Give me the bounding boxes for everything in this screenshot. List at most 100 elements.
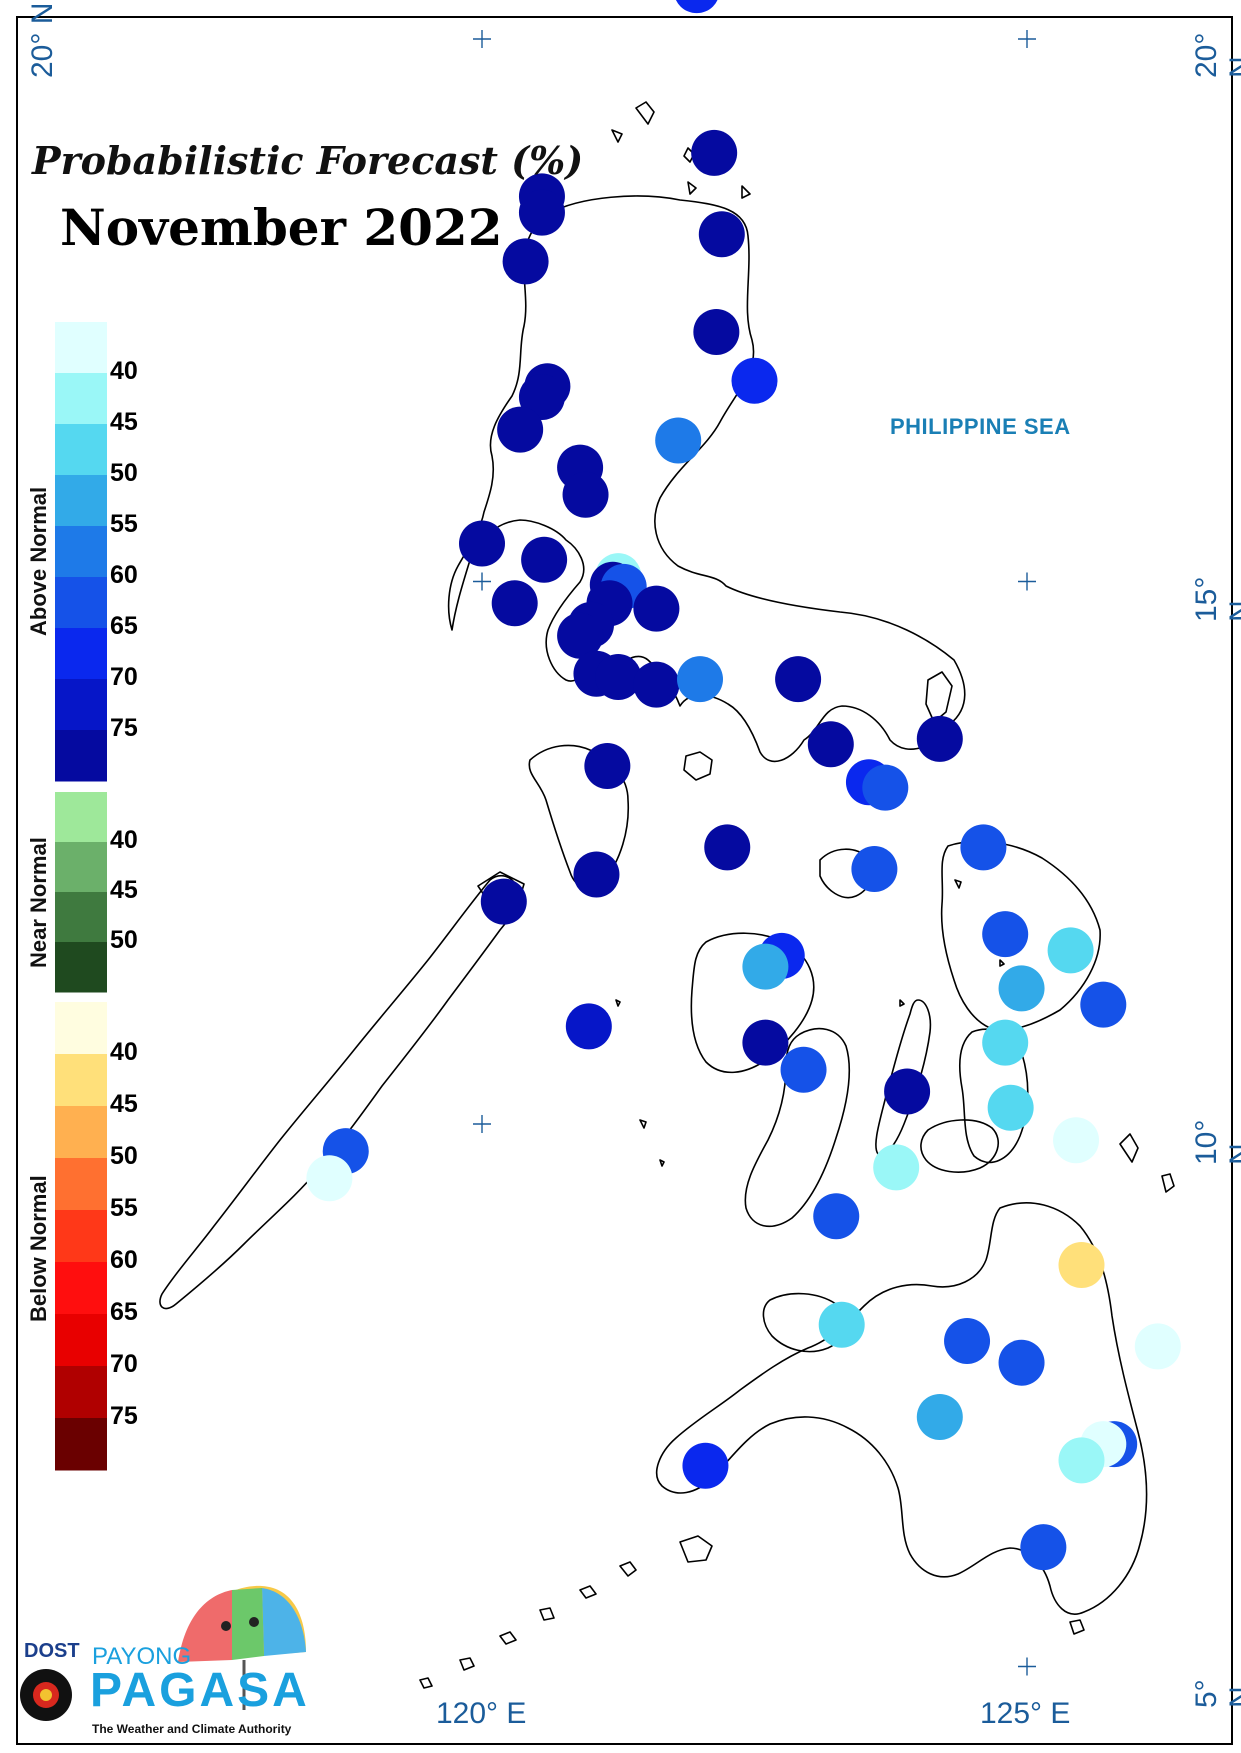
legend-swatch (55, 577, 107, 629)
station-marker (775, 656, 822, 703)
legend-tick-label: 65 (110, 612, 138, 640)
legend-tick-label: 60 (110, 561, 138, 589)
lat-label-20-right: 20° N (1190, 32, 1241, 78)
bohol-island (920, 1119, 1000, 1173)
station-marker (1053, 1117, 1100, 1164)
zamboanga-peninsula (762, 1292, 847, 1353)
legend-swatch (55, 842, 107, 893)
legend-swatch (55, 1002, 107, 1055)
legend-swatch (55, 1366, 107, 1419)
station-marker (742, 1019, 789, 1066)
philippine-sea-label: PHILIPPINE SEA (890, 414, 1071, 439)
legend-tick-label: 65 (110, 1298, 138, 1326)
sulu-archipelago (419, 1561, 637, 1689)
station-marker (518, 189, 565, 236)
legend-tick-label: 40 (110, 357, 138, 385)
station-marker (1080, 981, 1127, 1028)
legend-swatch (55, 1158, 107, 1211)
station-marker (584, 742, 631, 789)
map-frame (16, 16, 1233, 1745)
legend-swatch (55, 628, 107, 680)
batanes-island (635, 101, 695, 163)
legend-swatch (55, 1262, 107, 1315)
forecast-title: Probabilistic Forecast (%) (32, 138, 584, 183)
lon-label-125: 125° E (980, 1697, 1071, 1730)
lat-label-5-right: 5° N (1190, 1679, 1241, 1708)
legend-label-above-normal: Above Normal (26, 486, 51, 636)
legend-tick-label: 55 (110, 510, 138, 538)
lat-label-10-right: 10° N (1190, 1119, 1241, 1165)
basilan-island (679, 1535, 713, 1563)
station-marker (998, 965, 1045, 1012)
legend-swatch (55, 322, 107, 374)
station-marker (704, 824, 751, 871)
legend-tick-label: 50 (110, 459, 138, 487)
pagasa-umbrella-logo (178, 1585, 306, 1710)
lat-label-20-left: 20° N (26, 2, 59, 78)
station-marker (677, 656, 723, 703)
dost-text: DOST (24, 1640, 80, 1662)
forecast-month: November 2022 (60, 198, 503, 257)
station-marker (562, 471, 609, 518)
legend-swatch (55, 1418, 107, 1471)
station-marker (807, 721, 854, 768)
legend-swatch (55, 526, 107, 578)
legend-swatch (55, 424, 107, 476)
station-marker (982, 911, 1029, 958)
station-marker (691, 129, 738, 176)
station-marker (987, 1084, 1034, 1131)
station-marker (633, 661, 680, 708)
legend-tick-label: 60 (110, 1246, 138, 1274)
legend-tick-label: 75 (110, 714, 138, 742)
station-marker (998, 1339, 1045, 1386)
legend-tick-label: 70 (110, 663, 138, 691)
station-marker (851, 846, 898, 893)
station-marker (521, 536, 568, 583)
station-marker (1058, 1242, 1105, 1289)
station-marker (480, 878, 527, 925)
station-marker (916, 715, 963, 762)
babuyan-islands (611, 129, 751, 199)
small-islets (615, 879, 1005, 1167)
lat-label-15-right: 15° N (1190, 576, 1241, 622)
legend-swatch (55, 373, 107, 425)
dinagat-island (1119, 1133, 1175, 1193)
legend-swatch (55, 475, 107, 527)
legend-swatch (55, 1210, 107, 1263)
station-marker (565, 1003, 612, 1050)
legend-tick-label: 70 (110, 1350, 138, 1378)
lon-label-120: 120° E (436, 1697, 527, 1730)
legend-tick-label: 45 (110, 408, 138, 436)
legend-tick-label: 40 (110, 826, 138, 854)
legend-swatch (55, 1314, 107, 1367)
station-marker (1134, 1323, 1181, 1370)
station-marker (742, 943, 789, 990)
legend-swatch (55, 1106, 107, 1159)
legend-tick-label: 40 (110, 1038, 138, 1066)
station-marker (1047, 927, 1094, 974)
station-marker (818, 1301, 865, 1348)
legend-swatch (55, 730, 107, 782)
legend-tick-label: 55 (110, 1194, 138, 1222)
station-marker (862, 764, 909, 811)
station-marker (491, 580, 538, 627)
pagasa-text: PAGASA (90, 1664, 310, 1717)
catanduanes-island (925, 671, 953, 723)
legend-tick-label: 50 (110, 1142, 138, 1170)
station-marker (1020, 1524, 1067, 1571)
station-marker (497, 406, 544, 453)
station-marker (982, 1019, 1029, 1066)
samar-island (940, 840, 1101, 1031)
marinduque-island (683, 751, 713, 781)
legend-tick-label: 45 (110, 1090, 138, 1118)
legend-tick-label: 50 (110, 926, 138, 954)
station-marker (884, 1068, 931, 1115)
station-marker (731, 357, 778, 404)
station-marker (633, 585, 680, 632)
payong-text: PAYONG (92, 1643, 192, 1670)
station-marker (916, 1393, 963, 1440)
legend-swatch (55, 679, 107, 731)
station-marker (675, 0, 718, 14)
station-marker (698, 211, 745, 258)
